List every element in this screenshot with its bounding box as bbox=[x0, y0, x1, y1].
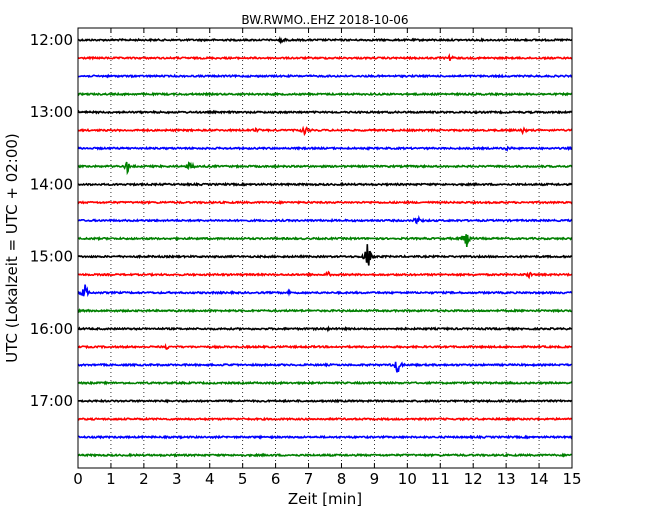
trace-1330 bbox=[77, 145, 573, 152]
x-tick-label: 10 bbox=[398, 470, 417, 488]
trace-1530 bbox=[77, 284, 573, 298]
trace-1415 bbox=[77, 199, 573, 206]
y-tick-label: 13:00 bbox=[30, 103, 73, 121]
trace-1700 bbox=[77, 398, 573, 404]
trace-1300 bbox=[77, 109, 573, 115]
y-tick-label: 14:00 bbox=[30, 175, 73, 193]
trace-1515 bbox=[77, 270, 573, 280]
x-tick-label: 5 bbox=[238, 470, 248, 488]
y-tick-label: 16:00 bbox=[30, 320, 73, 338]
trace-1445 bbox=[77, 234, 573, 247]
trace-1245 bbox=[77, 91, 573, 97]
x-tick-label: 15 bbox=[562, 470, 581, 488]
x-axis-ticks: 0 1 2 3 4 5 6 7 8 9 10 11 12 13 14 15 bbox=[73, 28, 582, 488]
x-tick-label: 8 bbox=[337, 470, 347, 488]
x-axis-label: Zeit [min] bbox=[288, 490, 362, 508]
trace-1215 bbox=[77, 53, 573, 61]
trace-1200 bbox=[77, 36, 573, 45]
y-tick-label: 15:00 bbox=[30, 248, 73, 266]
y-axis-label: UTC (Lokalzeit = UTC + 02:00) bbox=[3, 133, 21, 363]
trace-1615 bbox=[77, 343, 573, 351]
y-tick-label: 12:00 bbox=[30, 31, 73, 49]
trace-1545 bbox=[77, 308, 573, 314]
chart-title: BW.RWMO..EHZ 2018-10-06 bbox=[241, 13, 408, 27]
trace-1745 bbox=[77, 452, 573, 458]
x-tick-label: 12 bbox=[464, 470, 483, 488]
trace-1715 bbox=[78, 416, 573, 422]
y-tick-label: 17:00 bbox=[30, 392, 73, 410]
x-tick-label: 3 bbox=[172, 470, 182, 488]
x-tick-label: 2 bbox=[139, 470, 149, 488]
trace-1315 bbox=[77, 125, 573, 137]
x-tick-label: 1 bbox=[106, 470, 116, 488]
trace-1730 bbox=[77, 434, 573, 440]
plot-frame bbox=[77, 27, 573, 469]
x-tick-label: 13 bbox=[497, 470, 516, 488]
x-tick-label: 4 bbox=[205, 470, 215, 488]
trace-1645 bbox=[78, 380, 573, 386]
trace-1630 bbox=[77, 361, 573, 373]
x-tick-label: 14 bbox=[530, 470, 549, 488]
y-axis-ticks: 12:00 13:00 14:00 15:00 16:00 17:00 bbox=[30, 31, 572, 410]
trace-1345 bbox=[77, 161, 573, 176]
x-tick-label: 0 bbox=[73, 470, 83, 488]
trace-group bbox=[77, 36, 573, 458]
trace-1230 bbox=[77, 73, 573, 79]
trace-1500 bbox=[77, 244, 573, 266]
vertical-grid bbox=[110, 28, 540, 468]
trace-1400 bbox=[77, 181, 573, 187]
x-tick-label: 9 bbox=[370, 470, 380, 488]
trace-1430 bbox=[78, 214, 573, 225]
x-tick-label: 7 bbox=[304, 470, 314, 488]
x-tick-label: 11 bbox=[431, 470, 450, 488]
trace-1600 bbox=[77, 325, 573, 333]
x-tick-label: 6 bbox=[271, 470, 281, 488]
